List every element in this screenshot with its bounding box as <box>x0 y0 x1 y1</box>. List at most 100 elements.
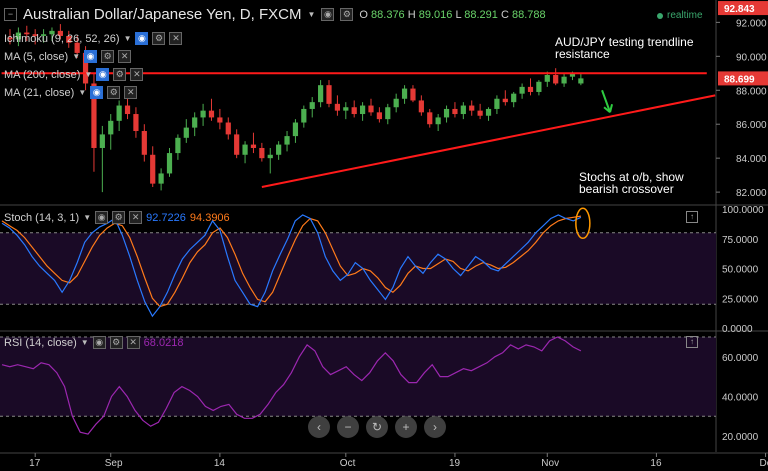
chevron-down-icon[interactable]: ▼ <box>78 88 87 97</box>
price-tick-label: 84.000 <box>736 154 767 165</box>
eye-icon[interactable]: ◉ <box>95 211 109 224</box>
candle-body <box>410 88 416 101</box>
rsi-label[interactable]: RSI (14, close) <box>4 336 77 349</box>
ichimoku-label[interactable]: Ichimoku (9, 26, 52, 26) <box>4 32 120 45</box>
rsi-line <box>1 336 582 435</box>
candle-body <box>57 30 63 36</box>
indicator-ma5[interactable]: MA (5, close) ▼ ◉ ⚙ ✕ <box>4 50 132 63</box>
stoch-d-value: 94.3906 <box>189 211 230 224</box>
candle <box>234 129 240 159</box>
close-icon[interactable]: ✕ <box>169 32 183 45</box>
indicator-rsi[interactable]: RSI (14, close) ▼ ◉ ⚙ ✕ 68.0218 <box>4 336 183 349</box>
candle <box>292 119 299 143</box>
candle-body <box>401 88 408 99</box>
settings-icon[interactable]: ⚙ <box>340 8 354 21</box>
eye-icon[interactable]: ◉ <box>84 50 98 63</box>
ma21-label[interactable]: MA (21, close) <box>4 86 75 99</box>
x-tick-label: Sep <box>105 458 123 469</box>
chevron-down-icon[interactable]: ▼ <box>123 34 132 43</box>
price-tick-label: 92.000 <box>736 18 767 29</box>
candle-body <box>108 120 114 135</box>
eye-icon[interactable]: ◉ <box>92 336 106 349</box>
rsi-panel: 60.0000 40.0000 20.0000 <box>0 336 759 443</box>
chevron-down-icon[interactable]: ▼ <box>72 52 81 61</box>
candle-body <box>124 105 131 115</box>
candle <box>15 27 21 47</box>
price-tick-label: 82.000 <box>736 188 767 199</box>
settings-icon[interactable]: ⚙ <box>107 86 121 99</box>
indicator-ma21[interactable]: MA (21, close) ▼ ◉ ⚙ ✕ <box>4 86 138 99</box>
realtime-label: realtime <box>667 10 703 21</box>
x-tick-label: 14 <box>214 458 226 469</box>
stoch-tick-label: 0.0000 <box>722 324 753 335</box>
support-trendline <box>261 94 716 189</box>
close-icon[interactable]: ✕ <box>118 50 132 63</box>
candle <box>99 125 105 193</box>
settings-icon[interactable]: ⚙ <box>109 336 123 349</box>
close-icon[interactable]: ✕ <box>124 86 138 99</box>
indicator-ma200[interactable]: MA (200, close) ▼ ◉ ⚙ ✕ <box>4 68 144 81</box>
high-badge-bg <box>718 1 768 16</box>
settings-icon[interactable]: ⚙ <box>113 68 127 81</box>
candle <box>150 146 156 188</box>
x-tick-label: Nov <box>541 458 559 469</box>
candle <box>318 80 324 108</box>
candle-body <box>250 144 257 148</box>
eye-icon[interactable]: ◉ <box>90 86 104 99</box>
indicator-stoch[interactable]: Stoch (14, 3, 1) ▼ ◉ ⚙ ✕ 92.7226 94.3906 <box>4 211 230 224</box>
candle-body <box>259 147 265 159</box>
x-tick-label: 19 <box>449 458 461 469</box>
eye-icon[interactable]: ◉ <box>321 8 335 21</box>
candle-body <box>485 108 492 116</box>
candle-body <box>427 112 433 125</box>
eye-icon[interactable]: ◉ <box>135 32 149 45</box>
settings-icon[interactable]: ⚙ <box>101 50 115 63</box>
settings-icon[interactable]: ⚙ <box>152 32 166 45</box>
candle-body <box>208 110 215 118</box>
scroll-right-button[interactable]: › <box>424 416 446 438</box>
rsi-tick-label: 20.0000 <box>722 432 759 443</box>
candle-body <box>66 35 72 43</box>
stoch-tick-label: 75.0000 <box>722 235 759 246</box>
candle <box>443 105 450 123</box>
chevron-down-icon[interactable]: ▼ <box>83 213 92 222</box>
candle <box>242 141 248 164</box>
ohlc-readout: O 88.376 H 89.016 L 88.291 C 88.788 <box>359 9 545 21</box>
candle-body <box>301 108 307 123</box>
chart-title[interactable]: − Australian Dollar/Japanese Yen, D, FXC… <box>4 6 546 23</box>
candle-body <box>166 153 173 174</box>
chevron-down-icon[interactable]: ▼ <box>84 70 93 79</box>
maximize-icon[interactable]: ↑ <box>686 211 698 223</box>
zoom-in-button[interactable]: + <box>395 416 417 438</box>
candle <box>250 132 257 154</box>
ma200-label[interactable]: MA (200, close) <box>4 68 81 81</box>
rsi-tick-label: 40.0000 <box>722 392 759 403</box>
close-icon[interactable]: ✕ <box>126 336 140 349</box>
close-icon[interactable]: ✕ <box>130 68 144 81</box>
candle <box>24 25 30 42</box>
close-icon[interactable]: ✕ <box>129 211 143 224</box>
candle <box>553 68 559 86</box>
eye-icon[interactable]: ◉ <box>96 68 110 81</box>
zoom-out-button[interactable]: − <box>337 416 359 438</box>
candle-body <box>511 93 517 103</box>
reset-button[interactable]: ↻ <box>366 416 388 438</box>
maximize-icon[interactable]: ↑ <box>686 336 698 348</box>
stoch-k-value: 92.7226 <box>146 211 186 224</box>
scroll-left-button[interactable]: ‹ <box>308 416 330 438</box>
settings-icon[interactable]: ⚙ <box>112 211 126 224</box>
candle-body <box>217 117 223 123</box>
candle-body <box>175 137 181 154</box>
candle <box>343 102 349 120</box>
down-arrow-icon <box>601 89 614 114</box>
candle <box>561 73 567 87</box>
candle <box>427 108 433 128</box>
stoch-label[interactable]: Stoch (14, 3, 1) <box>4 211 80 224</box>
ma5-label[interactable]: MA (5, close) <box>4 50 69 63</box>
chevron-down-icon[interactable]: ▼ <box>307 10 316 19</box>
symbol-title[interactable]: Australian Dollar/Japanese Yen, D, FXCM <box>23 6 302 23</box>
collapse-icon[interactable]: − <box>4 8 17 21</box>
candle-body <box>234 134 240 155</box>
chevron-down-icon[interactable]: ▼ <box>80 338 89 347</box>
indicator-ichimoku[interactable]: Ichimoku (9, 26, 52, 26) ▼ ◉ ⚙ ✕ <box>4 32 183 45</box>
